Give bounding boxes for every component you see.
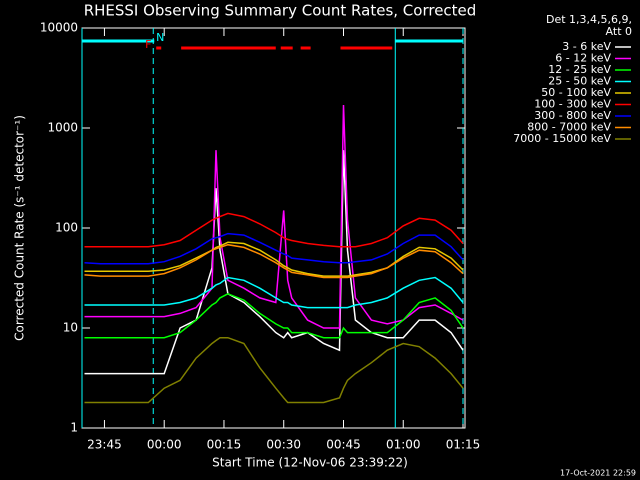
y-tick-label: 1000	[47, 121, 78, 135]
x-tick-label: 00:00	[147, 438, 182, 452]
y-tick-label: 100	[55, 221, 78, 235]
legend-label: 25 - 50 keV	[548, 75, 611, 88]
legend-title: Det 1,3,4,5,6,9,	[546, 13, 632, 26]
series-line	[84, 276, 464, 309]
legend-label: 100 - 300 keV	[534, 98, 611, 111]
series-line	[84, 292, 464, 339]
legend-label: 12 - 25 keV	[548, 63, 611, 76]
x-tick-label: 00:30	[266, 438, 301, 452]
y-tick-label: 10	[63, 321, 78, 335]
y-tick-label: 10000	[40, 21, 78, 35]
y-axis-label: Corrected Count Rate (s⁻¹ detector⁻¹)	[13, 115, 27, 341]
x-tick-label: 01:15	[446, 438, 481, 452]
legend-label: 6 - 12 keV	[555, 52, 611, 65]
timestamp: 17-Oct-2021 22:59	[560, 469, 636, 478]
series-line	[84, 212, 464, 248]
series-line	[84, 150, 464, 375]
series-line	[84, 243, 464, 279]
series-line	[84, 232, 464, 265]
legend-label: 800 - 7000 keV	[527, 121, 611, 134]
x-axis-label: Start Time (12-Nov-06 23:39:22)	[212, 456, 408, 470]
plot-frame	[81, 27, 466, 429]
chart-title: RHESSI Observing Summary Count Rates, Co…	[84, 2, 477, 20]
x-tick-label: 23:45	[87, 438, 122, 452]
legend-label: 50 - 100 keV	[541, 86, 611, 99]
legend-label: 3 - 6 keV	[562, 40, 611, 53]
series-line	[84, 336, 464, 404]
x-tick-label: 01:00	[386, 438, 421, 452]
series-line	[84, 104, 464, 329]
x-tick-label: 00:45	[326, 438, 361, 452]
legend-label: 7000 - 15000 keV	[513, 132, 611, 145]
x-tick-label: 00:15	[207, 438, 242, 452]
y-tick-label: 1	[70, 421, 78, 435]
flag-label: N	[156, 31, 164, 44]
flag-label: F	[145, 38, 151, 51]
legend-label: 300 - 800 keV	[534, 109, 611, 122]
legend-title: Att 0	[606, 25, 632, 38]
